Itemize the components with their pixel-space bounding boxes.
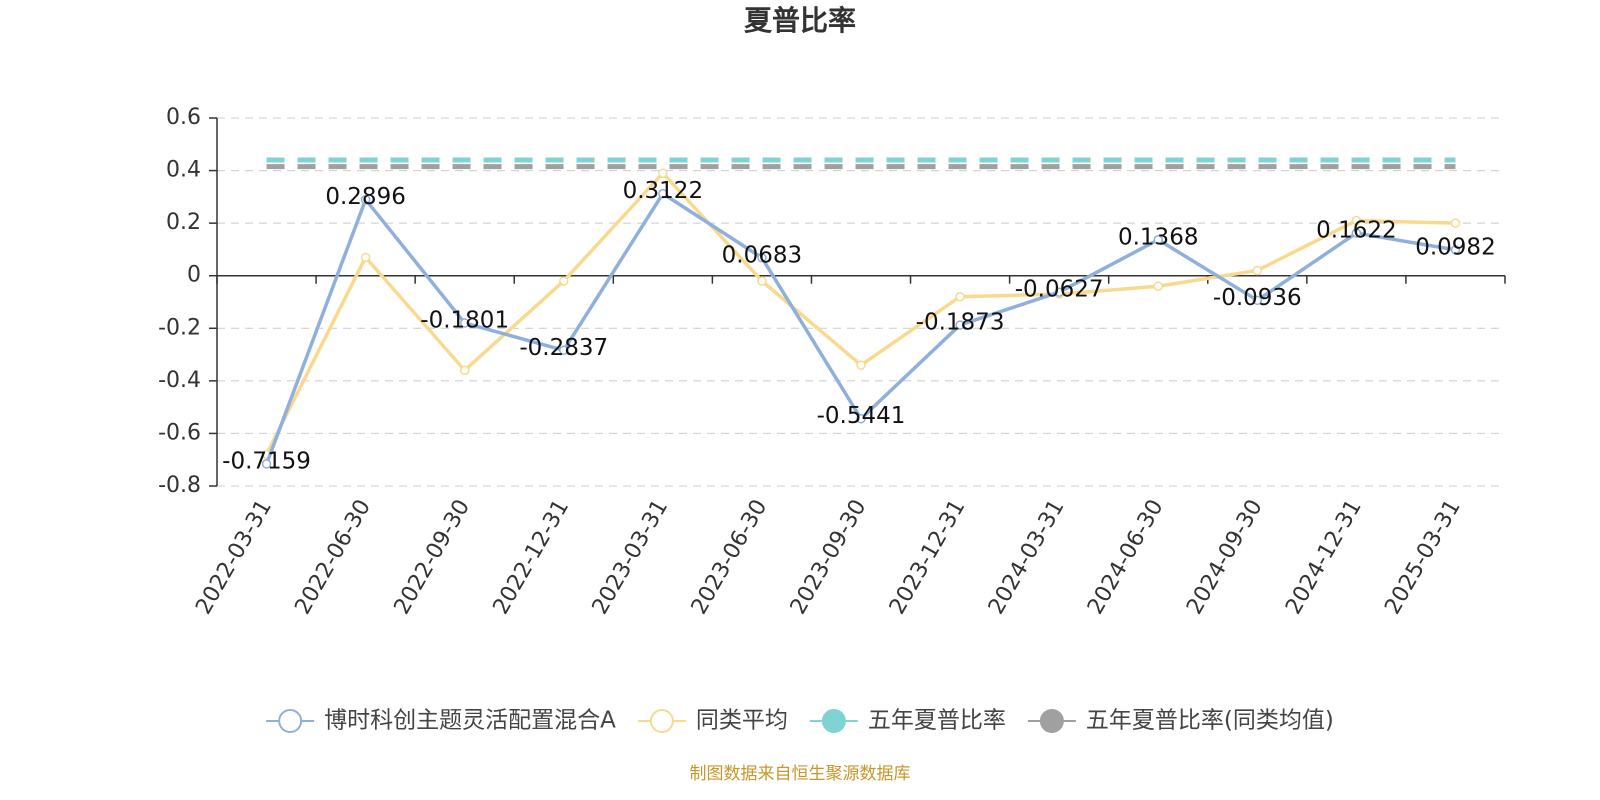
y-tick-label: 0.6	[166, 105, 201, 130]
data-point	[459, 365, 470, 376]
data-point	[1252, 265, 1263, 276]
x-tick-label: 2023-12-31	[885, 496, 971, 619]
x-tick-label: 2025-03-31	[1380, 496, 1466, 619]
data-point	[360, 194, 371, 205]
data-point	[261, 459, 272, 469]
legend: 博时科创主题灵活配置混合A 同类平均 五年夏普比率 五年夏普比率(同类均值)	[266, 708, 1334, 734]
legend-label: 博时科创主题灵活配置混合A	[324, 708, 616, 734]
x-tick-label: 2024-12-31	[1281, 496, 1367, 619]
y-tick-label: 0.2	[166, 210, 201, 235]
data-point	[658, 168, 668, 178]
source-note: 制图数据来自恒生聚源数据库	[690, 764, 911, 784]
x-tick-label: 2024-09-30	[1182, 496, 1268, 619]
data-point	[1351, 228, 1362, 238]
legend-symbol	[821, 709, 846, 733]
data-label: 0.1368	[1118, 224, 1198, 250]
x-tick-label: 2023-06-30	[687, 496, 773, 619]
data-point	[757, 253, 767, 263]
data-label: -0.2837	[519, 335, 608, 361]
data-label: -0.7159	[222, 448, 311, 474]
data-point	[1153, 281, 1163, 291]
x-tick-label: 2022-03-31	[191, 496, 277, 619]
y-tick-label: -0.6	[158, 420, 201, 445]
data-label: 0.0683	[722, 242, 802, 268]
x-tick-label: 2023-03-31	[588, 496, 674, 619]
chart-title: 夏普比率	[744, 4, 856, 37]
y-tick-label: -0.4	[158, 368, 201, 393]
data-label: -0.0936	[1213, 285, 1302, 311]
legend-label: 五年夏普比率	[868, 708, 1006, 734]
data-point	[559, 276, 569, 286]
legend-label: 同类平均	[696, 708, 788, 734]
data-point	[1450, 245, 1461, 255]
data-point	[459, 318, 470, 328]
x-tick-label: 2023-09-30	[786, 496, 872, 619]
legend-symbol	[1039, 709, 1064, 733]
data-label: -0.5441	[817, 403, 906, 429]
x-tick-label: 2024-03-31	[984, 496, 1070, 619]
data-point	[360, 252, 371, 263]
data-label: 0.1622	[1316, 218, 1396, 244]
data-point	[1450, 218, 1461, 228]
data-point	[757, 276, 767, 286]
data-point	[856, 413, 866, 424]
legend-symbol	[278, 709, 303, 733]
x-tick-label: 2022-09-30	[390, 496, 476, 619]
legend-symbol	[649, 709, 674, 733]
data-label: 0.3122	[623, 178, 703, 204]
data-point	[1252, 295, 1263, 306]
data-point	[955, 291, 965, 302]
x-tick-label: 2022-12-31	[489, 496, 575, 619]
data-point	[856, 360, 866, 370]
data-point	[559, 345, 569, 356]
data-point	[1054, 287, 1064, 297]
data-point	[1351, 215, 1362, 226]
data-label: 0.2896	[325, 184, 405, 210]
legend-label: 五年夏普比率(同类均值)	[1086, 708, 1334, 734]
y-tick-label: -0.2	[158, 315, 201, 340]
data-label: -0.0627	[1015, 277, 1104, 303]
data-point	[658, 188, 668, 199]
data-label: -0.1873	[916, 309, 1005, 335]
data-point	[1153, 235, 1163, 245]
data-label: -0.1801	[420, 308, 509, 334]
data-label: 0.0982	[1415, 234, 1495, 260]
data-point	[955, 320, 965, 330]
y-tick-label: 0.4	[166, 158, 201, 183]
x-tick-label: 2022-06-30	[290, 496, 376, 619]
y-tick-label: -0.8	[158, 473, 201, 498]
x-tick-label: 2024-06-30	[1083, 496, 1169, 619]
y-tick-label: 0	[187, 263, 201, 288]
